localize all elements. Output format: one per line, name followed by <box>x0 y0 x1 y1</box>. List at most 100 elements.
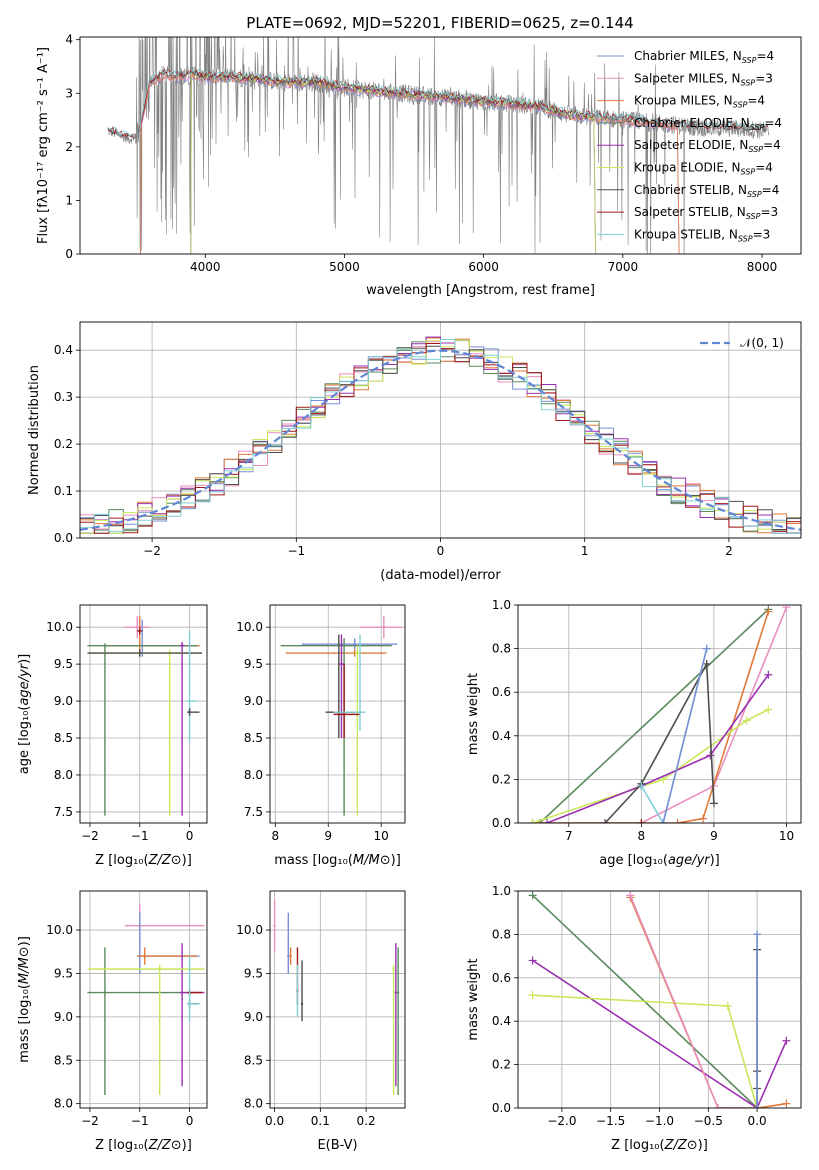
series-marker <box>753 1104 762 1108</box>
legend: 𝒩(0, 1) <box>700 336 784 350</box>
x-tick-label: 2 <box>725 544 733 558</box>
series-marker <box>753 930 762 939</box>
x-tick-label: −2.0 <box>547 1114 576 1128</box>
data-point <box>296 1002 299 1006</box>
legend-label: Salpeter MILES, N <box>634 71 741 85</box>
data-point <box>382 625 386 629</box>
legend-entry: Salpeter STELIB, NSSP=3 <box>634 205 778 221</box>
legend-suffix: =3 <box>755 71 773 85</box>
y-tick-label: 0 <box>65 247 73 261</box>
y-tick-label: 1.0 <box>492 598 511 612</box>
mass-vs-metallicity-panel: −2 −1 08.08.59.09.510.0Z [log₁₀(Z/Z⊙)]mass… <box>17 890 208 1153</box>
series-marker <box>528 819 537 823</box>
y-tick-label: 8.5 <box>244 731 263 745</box>
series-marker <box>782 1099 791 1108</box>
label-part: Z/Z⊙ <box>148 1138 182 1153</box>
figure-title: PLATE=0692, MJD=52201, FIBERID=0625, z=0… <box>246 14 633 32</box>
label-part: mass [log₁₀( <box>274 853 353 868</box>
legend-sub: SSP <box>746 212 761 221</box>
y-axis-label: mass [log₁₀(M/M⊙)] <box>17 936 32 1063</box>
legend-label: Salpeter STELIB, N <box>634 205 746 219</box>
histogram-kroupa_stelib <box>80 339 801 534</box>
x-tick-label: 9 <box>324 829 332 843</box>
x-tick-label: −1.5 <box>596 1114 625 1128</box>
legend-label: Kroupa STELIB, N <box>634 227 738 241</box>
data-point <box>103 644 107 647</box>
data-point <box>342 644 346 647</box>
plot-area <box>280 616 403 816</box>
data-point <box>188 1002 191 1006</box>
y-tick-label: 9.0 <box>54 1010 73 1024</box>
data-point <box>289 954 292 958</box>
legend-suffix: =4 <box>756 49 774 63</box>
series-line-salpeter_elodie <box>532 959 788 1108</box>
legend-suffix: =4 <box>747 94 765 108</box>
label-part: Z [log₁₀( <box>95 1138 148 1153</box>
label-part: )] <box>698 1138 708 1153</box>
series-marker <box>543 819 552 823</box>
plot-area <box>87 616 203 816</box>
x-tick-label: 0 <box>186 829 194 843</box>
series-marker <box>673 819 682 823</box>
data-point <box>138 651 141 655</box>
series-marker <box>528 891 537 900</box>
series-line-chabrier_elodie <box>539 608 769 823</box>
y-tick-label: 1 <box>65 193 73 207</box>
y-axis-label: age [log₁₀(age/yr)] <box>17 654 32 775</box>
axes-frame <box>269 604 406 824</box>
label-part: )] <box>391 853 401 868</box>
label-part: )] <box>17 654 32 664</box>
x-tick-label: −1 <box>287 544 305 558</box>
series-line-salpeter_elodie <box>546 674 769 823</box>
legend-suffix: =4 <box>762 183 780 197</box>
series-line-salpeter_miles <box>532 606 788 823</box>
normal-curve <box>80 349 801 531</box>
x-tick-label: 5000 <box>329 260 360 274</box>
x-tick-label: 0.0 <box>748 1114 767 1128</box>
mass-weight-vs-metallicity-panel: −2.0 −1.5 −1.0 −0.5 0.0 0.0 0.2 0.4 0.6 0.8 1.0 Z [… <box>466 884 802 1153</box>
series-marker <box>528 956 537 965</box>
series-marker <box>659 819 668 823</box>
x-tick-label: 8000 <box>747 260 778 274</box>
y-tick-label: 8.0 <box>54 1097 73 1111</box>
label-part: mass [log₁₀( <box>17 984 32 1063</box>
axes-frame <box>79 321 802 539</box>
label-part: M/M⊙ <box>353 853 391 868</box>
data-point <box>158 967 161 971</box>
axes-frame <box>517 890 802 1109</box>
y-tick-label: 0.8 <box>492 642 511 656</box>
data-point <box>340 662 343 666</box>
series-marker <box>702 644 711 653</box>
series-marker <box>702 659 711 668</box>
x-tick-label: 1 <box>581 544 589 558</box>
legend-sub: SSP <box>748 145 763 154</box>
series-marker <box>723 1002 732 1011</box>
legend-label: Kroupa ELODIE, N <box>634 161 741 175</box>
label-part: )] <box>182 1138 192 1153</box>
data-point <box>396 991 400 994</box>
legend-entry: Chabrier STELIB, NSSP=4 <box>634 183 779 199</box>
x-axis-label: Z [log₁₀(Z/Z⊙)] <box>95 853 192 868</box>
series-line-kroupa_miles <box>532 611 770 823</box>
legend-label: Chabrier ELODIE, N <box>634 116 750 130</box>
x-tick-label: 0.2 <box>357 1114 376 1128</box>
data-point <box>287 954 290 958</box>
data-point <box>300 1002 304 1006</box>
y-tick-label: 0.2 <box>492 772 511 786</box>
y-tick-label: 0.0 <box>492 816 511 830</box>
x-tick-label: 8 <box>271 829 279 843</box>
y-tick-label: 2 <box>65 140 73 154</box>
series-marker <box>637 819 646 823</box>
data-point <box>342 713 346 716</box>
x-axis-label: Z [log₁₀(Z/Z⊙)] <box>95 1138 192 1153</box>
legend-suffix: =4 <box>755 161 773 175</box>
legend-label: Kroupa MILES, N <box>634 94 733 108</box>
series-line-chabrier_stelib <box>604 661 715 823</box>
y-tick-label: 8.5 <box>244 1053 263 1067</box>
legend-label: Chabrier STELIB, N <box>634 183 747 197</box>
legend-sub: SSP <box>741 168 756 177</box>
x-tick-label: −1 <box>131 1114 149 1128</box>
age-vs-metallicity-panel: −2 −1 07.58.08.59.09.510.0Z [log₁₀(Z/Z⊙)]a… <box>17 604 208 868</box>
plot-area <box>87 904 205 1095</box>
